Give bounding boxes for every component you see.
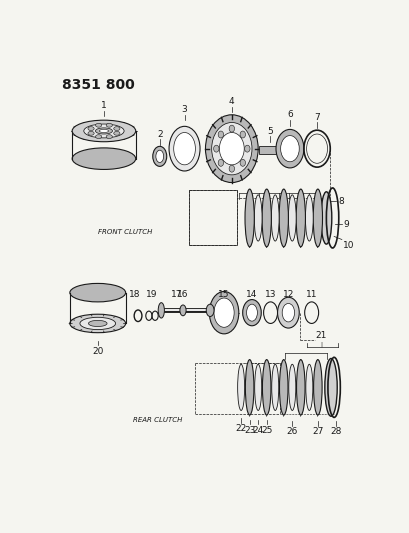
Ellipse shape — [95, 128, 112, 134]
Ellipse shape — [70, 284, 125, 302]
Ellipse shape — [113, 131, 120, 135]
Ellipse shape — [169, 126, 200, 171]
Text: 10: 10 — [343, 241, 354, 250]
Text: 15: 15 — [218, 290, 229, 299]
Ellipse shape — [70, 314, 125, 333]
Ellipse shape — [88, 131, 94, 135]
Bar — [189, 190, 237, 245]
Ellipse shape — [245, 189, 254, 247]
Text: 3: 3 — [181, 105, 187, 114]
Ellipse shape — [254, 364, 261, 410]
Ellipse shape — [80, 317, 115, 329]
Ellipse shape — [218, 131, 223, 138]
Ellipse shape — [244, 145, 249, 152]
Bar — [258, 147, 280, 154]
Ellipse shape — [213, 298, 234, 327]
Text: 12: 12 — [282, 290, 293, 299]
Text: 7: 7 — [313, 112, 319, 122]
Ellipse shape — [205, 115, 258, 182]
Ellipse shape — [254, 195, 261, 241]
Text: 16: 16 — [177, 290, 188, 299]
Ellipse shape — [320, 192, 331, 244]
Text: 18: 18 — [129, 290, 140, 299]
Ellipse shape — [312, 189, 322, 247]
Ellipse shape — [242, 300, 261, 326]
Text: 8351 800: 8351 800 — [62, 78, 135, 92]
Text: 5: 5 — [266, 126, 272, 135]
Ellipse shape — [275, 130, 303, 168]
Ellipse shape — [72, 148, 135, 169]
Ellipse shape — [237, 364, 244, 410]
Text: |: | — [319, 341, 321, 346]
Ellipse shape — [106, 135, 112, 139]
Text: 20: 20 — [92, 346, 103, 356]
Text: 2: 2 — [157, 130, 162, 139]
Ellipse shape — [261, 189, 271, 247]
Text: 11: 11 — [305, 290, 317, 299]
Ellipse shape — [324, 359, 336, 416]
Ellipse shape — [88, 320, 107, 327]
Ellipse shape — [281, 303, 294, 322]
Ellipse shape — [83, 124, 124, 138]
Text: 19: 19 — [146, 290, 157, 299]
Ellipse shape — [271, 364, 278, 410]
Ellipse shape — [313, 360, 321, 415]
Ellipse shape — [240, 159, 245, 166]
Ellipse shape — [277, 297, 299, 328]
Text: 26: 26 — [286, 427, 297, 437]
Ellipse shape — [280, 135, 299, 161]
Text: 25: 25 — [261, 426, 272, 435]
Ellipse shape — [296, 360, 304, 415]
Ellipse shape — [218, 159, 223, 166]
Text: 6: 6 — [286, 110, 292, 119]
Text: 13: 13 — [264, 290, 276, 299]
Ellipse shape — [279, 189, 288, 247]
Text: 21: 21 — [315, 330, 326, 340]
Ellipse shape — [262, 360, 270, 415]
Text: 9: 9 — [343, 220, 348, 229]
Text: 17: 17 — [171, 290, 182, 299]
Ellipse shape — [206, 304, 213, 317]
Ellipse shape — [99, 130, 108, 133]
Ellipse shape — [229, 165, 234, 172]
Ellipse shape — [155, 150, 163, 163]
Ellipse shape — [173, 133, 195, 165]
Text: 28: 28 — [329, 427, 341, 437]
Ellipse shape — [295, 189, 305, 247]
Ellipse shape — [305, 195, 312, 241]
Ellipse shape — [72, 120, 135, 142]
Ellipse shape — [95, 135, 101, 139]
Text: 4: 4 — [229, 98, 234, 106]
Ellipse shape — [153, 147, 166, 166]
Ellipse shape — [209, 292, 238, 334]
Ellipse shape — [240, 131, 245, 138]
Ellipse shape — [288, 195, 295, 241]
Ellipse shape — [271, 195, 279, 241]
Ellipse shape — [180, 305, 186, 316]
Ellipse shape — [106, 123, 112, 127]
Ellipse shape — [219, 133, 244, 165]
Ellipse shape — [246, 304, 257, 321]
Text: FRONT CLUTCH: FRONT CLUTCH — [97, 229, 152, 235]
Ellipse shape — [213, 145, 218, 152]
Ellipse shape — [211, 123, 252, 175]
Ellipse shape — [158, 303, 164, 318]
Text: 22: 22 — [235, 424, 246, 433]
Ellipse shape — [279, 360, 287, 415]
Ellipse shape — [288, 364, 295, 410]
Text: 27: 27 — [311, 427, 323, 437]
Text: 1: 1 — [101, 101, 107, 110]
Text: 8: 8 — [337, 197, 343, 206]
Text: 14: 14 — [246, 290, 257, 299]
Text: 24: 24 — [252, 426, 263, 435]
Ellipse shape — [229, 125, 234, 132]
Text: REAR CLUTCH: REAR CLUTCH — [133, 417, 182, 424]
Ellipse shape — [95, 123, 101, 127]
Ellipse shape — [88, 127, 94, 131]
Ellipse shape — [245, 360, 253, 415]
Text: 23: 23 — [243, 426, 255, 435]
Ellipse shape — [305, 364, 312, 410]
Ellipse shape — [113, 127, 120, 131]
